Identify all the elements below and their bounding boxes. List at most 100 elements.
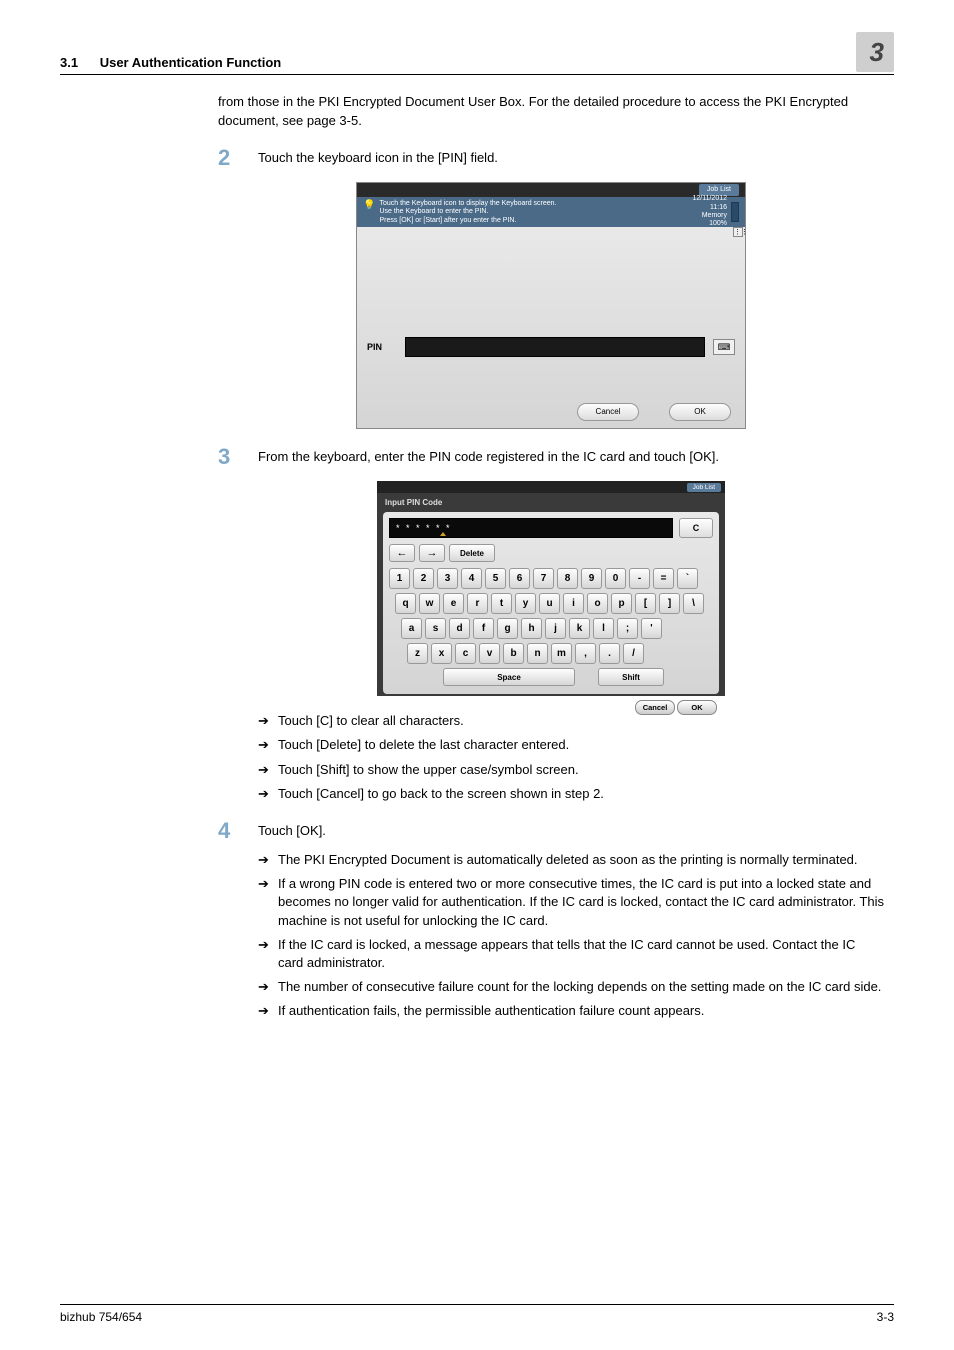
key-6[interactable]: 6 (509, 568, 530, 589)
key-s[interactable]: s (425, 618, 446, 639)
key-][interactable]: ] (659, 593, 680, 614)
list-item: ➔If a wrong PIN code is entered two or m… (258, 875, 884, 930)
step-4: 4 Touch [OK]. (218, 819, 884, 843)
job-list-button[interactable]: Job List (687, 483, 721, 492)
arrow-icon: ➔ (258, 1002, 278, 1020)
cursor-left-button[interactable]: ← (389, 544, 415, 562)
key-row-a: asdfghjkl;' (401, 618, 713, 639)
clear-button[interactable]: C (679, 518, 713, 538)
arrow-icon: ➔ (258, 712, 278, 730)
step-4-number: 4 (218, 819, 258, 843)
key-a[interactable]: a (401, 618, 422, 639)
cancel-button[interactable]: Cancel (635, 700, 675, 715)
key-row-numbers: 1234567890-=` (389, 568, 713, 589)
key-1[interactable]: 1 (389, 568, 410, 589)
keypad-toggle-icon[interactable]: ⋮⋮ (733, 227, 743, 237)
shift-key[interactable]: Shift (598, 668, 664, 686)
key-q[interactable]: q (395, 593, 416, 614)
list-item-text: The PKI Encrypted Document is automatica… (278, 851, 884, 869)
ok-button[interactable]: OK (669, 403, 731, 421)
key-3[interactable]: 3 (437, 568, 458, 589)
delete-button[interactable]: Delete (449, 544, 495, 562)
key-t[interactable]: t (491, 593, 512, 614)
page-footer: bizhub 754/654 3-3 (60, 1304, 894, 1326)
key--[interactable]: - (629, 568, 650, 589)
key-x[interactable]: x (431, 643, 452, 664)
footer-left: bizhub 754/654 (60, 1309, 142, 1326)
key-b[interactable]: b (503, 643, 524, 664)
chapter-badge: 3 (856, 32, 894, 72)
key-d[interactable]: d (449, 618, 470, 639)
key-r[interactable]: r (467, 593, 488, 614)
arrow-icon: ➔ (258, 785, 278, 803)
step-3-bullets: ➔Touch [C] to clear all characters.➔Touc… (258, 712, 884, 803)
key-;[interactable]: ; (617, 618, 638, 639)
arrow-icon: ➔ (258, 875, 278, 930)
key-w[interactable]: w (419, 593, 440, 614)
key-o[interactable]: o (587, 593, 608, 614)
key-z[interactable]: z (407, 643, 428, 664)
key-j[interactable]: j (545, 618, 566, 639)
key-h[interactable]: h (521, 618, 542, 639)
pin-input[interactable] (405, 337, 705, 357)
key-2[interactable]: 2 (413, 568, 434, 589)
list-item: ➔The PKI Encrypted Document is automatic… (258, 851, 884, 869)
cursor-right-button[interactable]: → (419, 544, 445, 562)
key-7[interactable]: 7 (533, 568, 554, 589)
intro-paragraph: from those in the PKI Encrypted Document… (218, 93, 884, 129)
hint-text: Touch the Keyboard icon to display the K… (379, 200, 556, 224)
key-.[interactable]: . (599, 643, 620, 664)
key-8[interactable]: 8 (557, 568, 578, 589)
key-y[interactable]: y (515, 593, 536, 614)
key-n[interactable]: n (527, 643, 548, 664)
memory-meter-icon (731, 202, 739, 222)
key-\[interactable]: \ (683, 593, 704, 614)
key-e[interactable]: e (443, 593, 464, 614)
key-v[interactable]: v (479, 643, 500, 664)
list-item: ➔Touch [Delete] to delete the last chara… (258, 736, 884, 754)
keyboard-icon[interactable]: ⌨ (713, 339, 735, 355)
footer-right: 3-3 (877, 1309, 894, 1326)
list-item-text: If authentication fails, the permissible… (278, 1002, 884, 1020)
list-item: ➔The number of consecutive failure count… (258, 978, 884, 996)
key-p[interactable]: p (611, 593, 632, 614)
arrow-icon: ➔ (258, 761, 278, 779)
arrow-icon: ➔ (258, 736, 278, 754)
key-9[interactable]: 9 (581, 568, 602, 589)
step-3-text: From the keyboard, enter the PIN code re… (258, 445, 884, 469)
key-u[interactable]: u (539, 593, 560, 614)
key-[[interactable]: [ (635, 593, 656, 614)
space-key[interactable]: Space (443, 668, 575, 686)
key-l[interactable]: l (593, 618, 614, 639)
ok-button[interactable]: OK (677, 700, 717, 715)
step-4-bullets: ➔The PKI Encrypted Document is automatic… (258, 851, 884, 1021)
key-'[interactable]: ' (641, 618, 662, 639)
step-2-text: Touch the keyboard icon in the [PIN] fie… (258, 146, 884, 170)
pin-display: * * * * * * (389, 518, 673, 538)
key-`[interactable]: ` (677, 568, 698, 589)
key-c[interactable]: c (455, 643, 476, 664)
step-3-number: 3 (218, 445, 258, 469)
key-g[interactable]: g (497, 618, 518, 639)
header-left: 3.1 User Authentication Function (60, 54, 281, 72)
key-f[interactable]: f (473, 618, 494, 639)
job-list-button[interactable]: Job List (699, 184, 739, 196)
list-item: ➔Touch [Shift] to show the upper case/sy… (258, 761, 884, 779)
list-item: ➔If authentication fails, the permissibl… (258, 1002, 884, 1020)
key-k[interactable]: k (569, 618, 590, 639)
key-=[interactable]: = (653, 568, 674, 589)
key-4[interactable]: 4 (461, 568, 482, 589)
caret-icon (440, 532, 446, 536)
cancel-button[interactable]: Cancel (577, 403, 639, 421)
pin-label: PIN (367, 341, 397, 354)
key-/[interactable]: / (623, 643, 644, 664)
pin-dialog-screenshot: Job List 💡 Touch the Keyboard icon to di… (356, 182, 746, 429)
key-row-z: zxcvbnm,./ (407, 643, 713, 664)
key-,[interactable]: , (575, 643, 596, 664)
key-m[interactable]: m (551, 643, 572, 664)
status-area: 12/11/2012 11:16 Memory 100% (692, 200, 739, 224)
key-5[interactable]: 5 (485, 568, 506, 589)
key-i[interactable]: i (563, 593, 584, 614)
key-0[interactable]: 0 (605, 568, 626, 589)
list-item: ➔Touch [Cancel] to go back to the screen… (258, 785, 884, 803)
